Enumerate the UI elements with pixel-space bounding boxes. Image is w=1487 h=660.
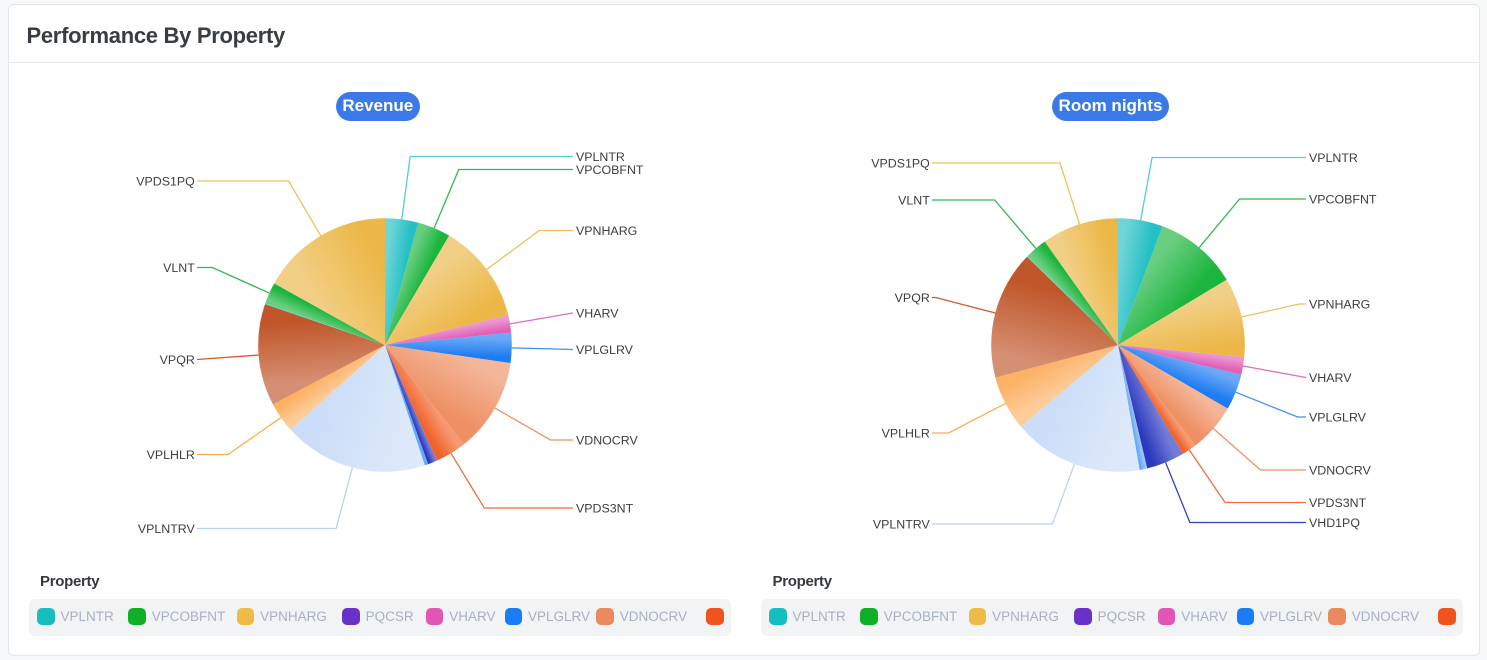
svg-text:VPCOBFNT: VPCOBFNT — [1309, 193, 1377, 207]
svg-text:VPLNTRV: VPLNTRV — [138, 522, 196, 536]
svg-text:VHD1PQ: VHD1PQ — [1309, 516, 1360, 530]
svg-text:VDNOCRV: VDNOCRV — [1309, 464, 1371, 478]
svg-text:VPCOBFNT: VPCOBFNT — [576, 163, 644, 177]
svg-text:VPQR: VPQR — [895, 291, 930, 305]
svg-text:VPLNTR: VPLNTR — [1309, 151, 1358, 165]
svg-text:VPLGLRV: VPLGLRV — [1309, 411, 1367, 425]
svg-text:VPLHLR: VPLHLR — [882, 427, 930, 441]
svg-text:VPQR: VPQR — [160, 353, 195, 367]
svg-text:VHARV: VHARV — [576, 307, 619, 321]
svg-text:VPNHARG: VPNHARG — [1309, 298, 1370, 312]
svg-text:VPLHLR: VPLHLR — [147, 448, 195, 462]
svg-text:VHARV: VHARV — [1309, 371, 1352, 385]
svg-text:VPNHARG: VPNHARG — [576, 224, 637, 238]
svg-text:VPLNTRV: VPLNTRV — [873, 518, 931, 532]
svg-text:VPDS3NT: VPDS3NT — [1309, 496, 1367, 510]
svg-text:VPDS3NT: VPDS3NT — [576, 502, 634, 516]
svg-text:VPLGLRV: VPLGLRV — [576, 343, 634, 357]
svg-text:VPDS1PQ: VPDS1PQ — [871, 157, 930, 171]
svg-text:VLNT: VLNT — [898, 194, 930, 208]
svg-text:VLNT: VLNT — [163, 261, 195, 275]
svg-text:VDNOCRV: VDNOCRV — [576, 434, 638, 448]
svg-text:VPDS1PQ: VPDS1PQ — [136, 175, 195, 189]
svg-text:VPLNTR: VPLNTR — [576, 150, 625, 164]
